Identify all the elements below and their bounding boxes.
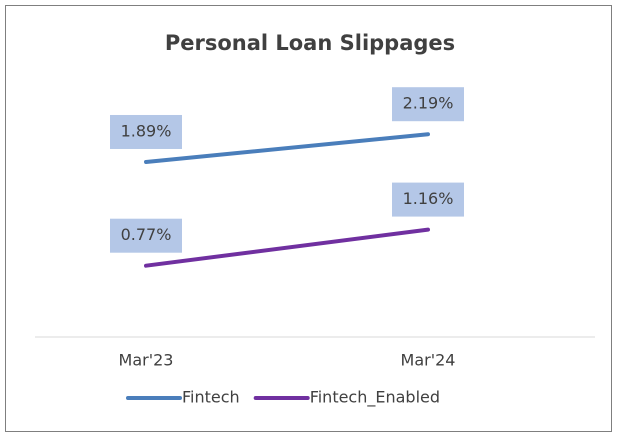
data-label: 2.19% xyxy=(403,94,454,113)
x-tick-label: Mar'24 xyxy=(401,351,456,370)
legend-label: Fintech xyxy=(182,388,240,407)
line-series xyxy=(144,227,430,268)
data-label: 1.16% xyxy=(403,189,454,208)
data-label: 1.89% xyxy=(121,121,172,140)
chart-title: Personal Loan Slippages xyxy=(165,31,455,55)
data-label-box xyxy=(110,114,182,149)
chart-frame xyxy=(5,5,612,432)
data-label: 0.77% xyxy=(121,225,172,244)
data-label-box xyxy=(392,182,464,217)
x-tick-label: Mar'23 xyxy=(119,351,174,370)
line-series xyxy=(144,132,430,164)
legend-label: Fintech_Enabled xyxy=(310,388,440,408)
data-label-box xyxy=(392,87,464,122)
data-label-box xyxy=(110,218,182,253)
